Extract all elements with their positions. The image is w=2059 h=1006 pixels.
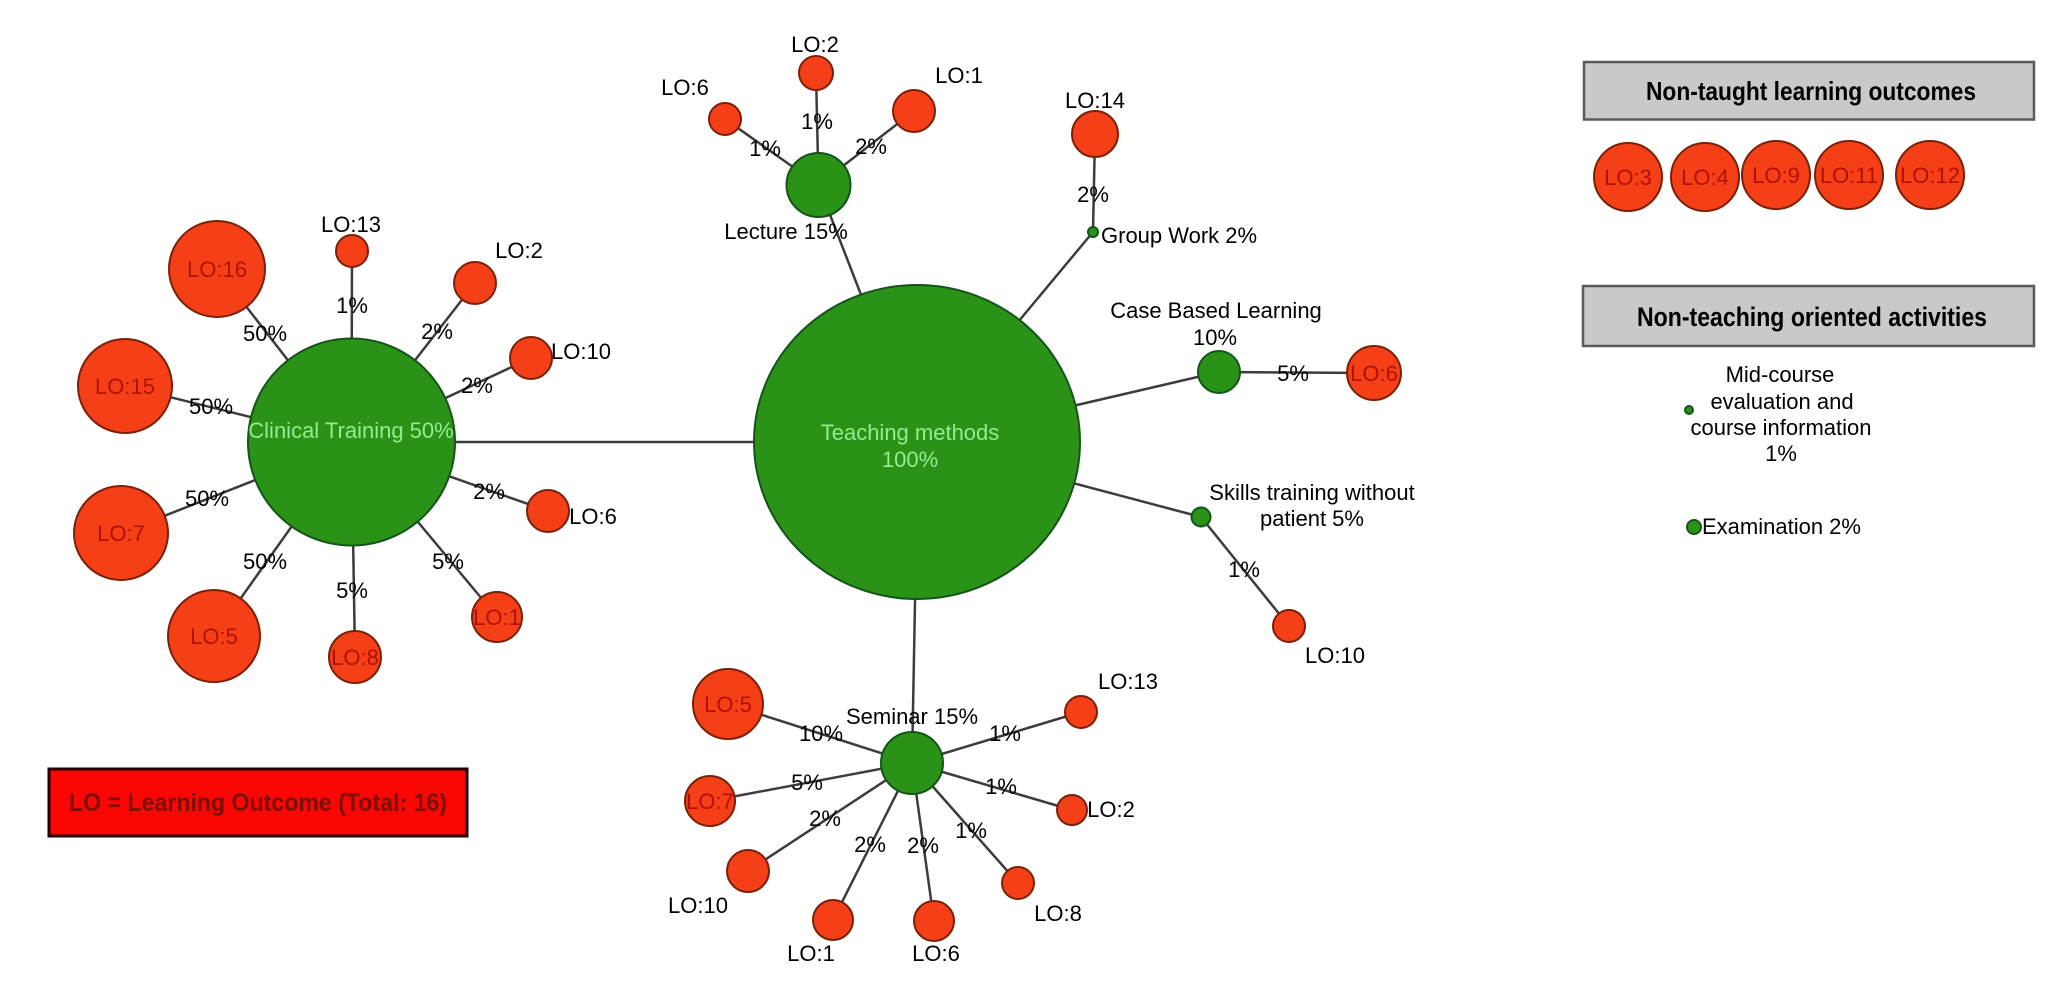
svg-text:5%: 5% [432, 549, 464, 574]
svg-text:LO:10: LO:10 [551, 339, 611, 364]
svg-text:Mid-course: Mid-course [1726, 362, 1835, 387]
svg-text:5%: 5% [336, 578, 368, 603]
svg-text:1%: 1% [801, 109, 833, 134]
svg-text:50%: 50% [185, 486, 229, 511]
svg-text:50%: 50% [243, 549, 287, 574]
svg-text:5%: 5% [1277, 361, 1309, 386]
svg-text:5%: 5% [791, 770, 823, 795]
svg-text:Case Based Learning: Case Based Learning [1110, 298, 1322, 323]
svg-text:patient 5%: patient 5% [1260, 506, 1364, 531]
svg-text:LO:6: LO:6 [569, 504, 617, 529]
svg-text:LO:4: LO:4 [1681, 165, 1729, 190]
svg-text:LO:13: LO:13 [321, 212, 381, 237]
svg-text:evaluation and: evaluation and [1710, 389, 1853, 414]
svg-text:LO:15: LO:15 [95, 374, 155, 399]
svg-text:LO:8: LO:8 [331, 645, 379, 670]
svg-text:course information: course information [1691, 415, 1872, 440]
svg-text:10%: 10% [799, 721, 843, 746]
svg-text:1%: 1% [749, 136, 781, 161]
svg-text:LO:5: LO:5 [704, 692, 752, 717]
svg-text:Non-teaching oriented activiti: Non-teaching oriented activities [1637, 302, 1987, 332]
svg-text:LO:3: LO:3 [1604, 165, 1652, 190]
svg-text:2%: 2% [854, 832, 886, 857]
svg-text:LO:9: LO:9 [1752, 163, 1800, 188]
svg-text:2%: 2% [907, 833, 939, 858]
svg-text:LO:14: LO:14 [1065, 88, 1125, 113]
svg-text:Skills training without: Skills training without [1209, 480, 1414, 505]
svg-text:Group Work 2%: Group Work 2% [1101, 223, 1257, 248]
svg-text:LO:1: LO:1 [787, 941, 835, 966]
svg-text:50%: 50% [189, 394, 233, 419]
svg-text:LO:6: LO:6 [661, 75, 709, 100]
svg-text:LO:1: LO:1 [935, 63, 983, 88]
svg-text:LO:2: LO:2 [495, 238, 543, 263]
svg-text:LO:13: LO:13 [1098, 669, 1158, 694]
svg-text:1%: 1% [955, 818, 987, 843]
svg-text:Non-taught learning outcomes: Non-taught learning outcomes [1646, 76, 1976, 106]
svg-text:LO:7: LO:7 [97, 521, 145, 546]
svg-text:1%: 1% [985, 774, 1017, 799]
svg-text:50%: 50% [243, 321, 287, 346]
svg-text:Examination 2%: Examination 2% [1702, 514, 1861, 539]
svg-text:2%: 2% [1077, 182, 1109, 207]
svg-text:100%: 100% [882, 447, 938, 472]
svg-text:LO:1: LO:1 [473, 605, 521, 630]
svg-text:Seminar 15%: Seminar 15% [846, 704, 978, 729]
svg-text:2%: 2% [421, 319, 453, 344]
svg-text:Lecture 15%: Lecture 15% [724, 219, 848, 244]
svg-text:LO:7: LO:7 [686, 789, 734, 814]
svg-text:LO:10: LO:10 [1305, 643, 1365, 668]
svg-text:LO = Learning Outcome (Total:: LO = Learning Outcome (Total: 16) [69, 789, 447, 817]
svg-text:LO:2: LO:2 [1087, 797, 1135, 822]
svg-text:LO:12: LO:12 [1900, 163, 1960, 188]
svg-text:LO:10: LO:10 [668, 893, 728, 918]
svg-text:Teaching methods: Teaching methods [821, 420, 1000, 445]
svg-text:2%: 2% [855, 134, 887, 159]
svg-text:2%: 2% [809, 806, 841, 831]
svg-text:10%: 10% [1193, 325, 1237, 350]
svg-text:2%: 2% [461, 373, 493, 398]
svg-text:LO:6: LO:6 [1350, 361, 1398, 386]
svg-text:LO:8: LO:8 [1034, 901, 1082, 926]
svg-text:LO:5: LO:5 [190, 624, 238, 649]
svg-text:Clinical Training 50%: Clinical Training 50% [248, 418, 453, 443]
svg-text:LO:2: LO:2 [791, 32, 839, 57]
svg-text:1%: 1% [1228, 557, 1260, 582]
svg-text:LO:11: LO:11 [1820, 163, 1878, 188]
svg-text:LO:6: LO:6 [912, 941, 960, 966]
svg-text:LO:16: LO:16 [187, 257, 247, 282]
svg-text:1%: 1% [336, 293, 368, 318]
svg-text:1%: 1% [989, 721, 1021, 746]
svg-text:1%: 1% [1765, 441, 1797, 466]
svg-text:2%: 2% [473, 479, 505, 504]
